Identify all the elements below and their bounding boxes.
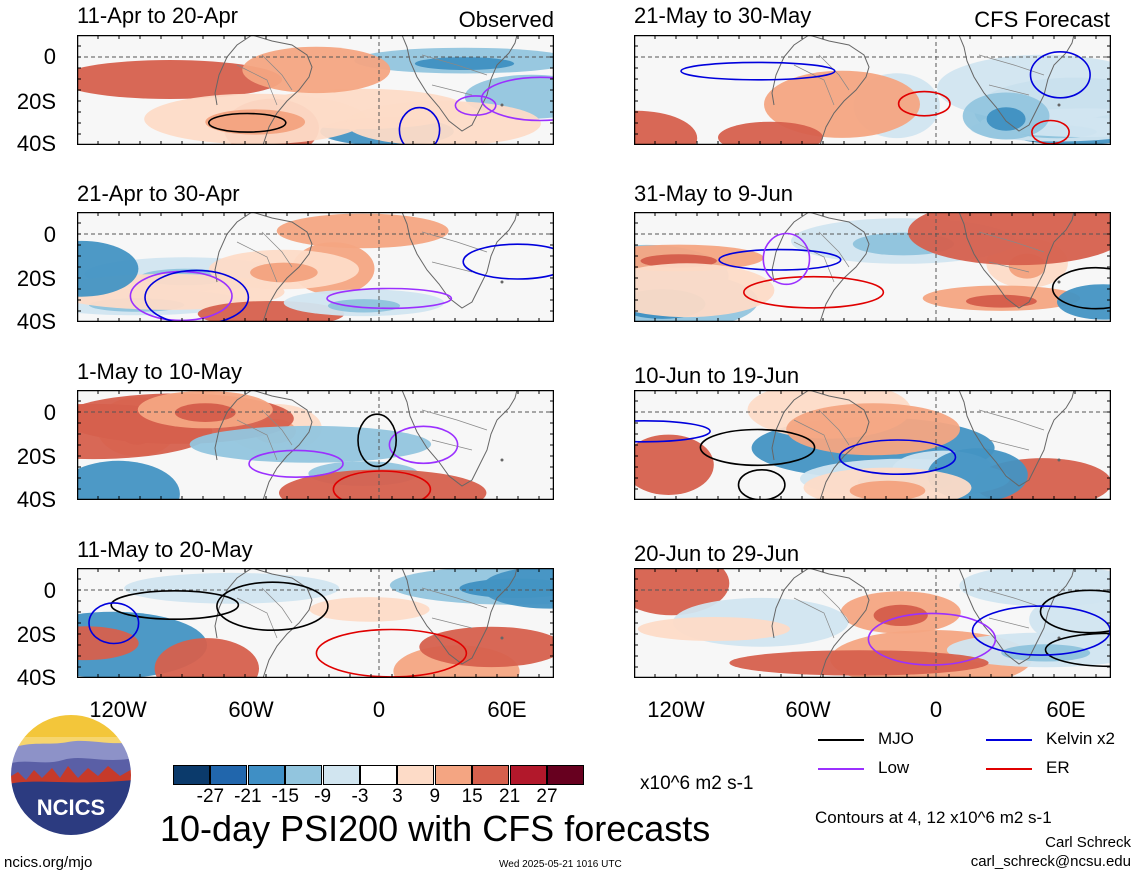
- colorbar-swatch: [173, 765, 210, 785]
- ncics-logo: NCICS: [9, 713, 133, 837]
- map-panel-left-3: [77, 390, 554, 500]
- colorbar-tick-label: 9: [429, 786, 441, 807]
- map-panel-left-4: [77, 568, 554, 678]
- legend-kelvin-line: [986, 739, 1032, 741]
- colorbar-tick-label: -21: [234, 786, 262, 807]
- website-link[interactable]: ncics.org/mjo: [4, 854, 93, 871]
- panel-title-right-1: 21-May to 30-May: [634, 3, 812, 28]
- colorbar-tick-label: 15: [461, 786, 483, 807]
- colorbar-swatch: [397, 765, 435, 785]
- map-panel-right-1: [634, 35, 1111, 145]
- logo-text: NCICS: [37, 795, 105, 820]
- panel-title-left-4: 11-May to 20-May: [77, 537, 253, 562]
- colorbar-swatch: [247, 765, 285, 785]
- cfs-forecast-label: CFS Forecast: [974, 7, 1110, 32]
- panel-title-left-1: 11-Apr to 20-Apr: [77, 3, 239, 28]
- panel-title-right-3: 10-Jun to 19-Jun: [634, 363, 800, 388]
- colorbar-units: x10^6 m2 s-1: [640, 773, 754, 794]
- panel-title-left-2: 21-Apr to 30-Apr: [77, 181, 240, 206]
- colorbar-tick-label: 3: [392, 786, 403, 807]
- panel-title-left-3: 1-May to 10-May: [77, 359, 243, 384]
- legend-low-label: Low: [878, 758, 910, 777]
- timestamp: Wed 2025-05-21 1016 UTC: [499, 859, 622, 870]
- colorbar-swatch: [472, 765, 510, 785]
- colorbar-tick-label: 21: [499, 786, 521, 807]
- colorbar-tick-label: -15: [271, 786, 299, 807]
- footer-title: 10-day PSI200 with CFS forecasts: [160, 808, 711, 849]
- legend-kelvin-label: Kelvin x2: [1046, 729, 1115, 748]
- author-email[interactable]: carl_schreck@ncsu.edu: [970, 853, 1131, 870]
- author: Carl Schreck: [1045, 834, 1131, 851]
- map-panel-right-2: [634, 212, 1111, 322]
- colorbar-tick-label: -9: [314, 786, 332, 807]
- map-panel-right-4: [634, 568, 1111, 678]
- map-panel-left-1: [77, 35, 554, 145]
- colorbar-tick-label: 27: [536, 786, 558, 807]
- legend-low-line: [818, 768, 864, 770]
- colorbar-swatch: [210, 765, 248, 785]
- colorbar-swatch: [547, 765, 584, 785]
- legend-er-line: [986, 768, 1032, 770]
- panel-title-right-2: 31-May to 9-Jun: [634, 181, 793, 206]
- panel-title-right-4: 20-Jun to 29-Jun: [634, 541, 800, 566]
- map-panel-left-2: [77, 212, 554, 322]
- colorbar-swatch: [509, 765, 547, 785]
- legend-mjo-line: [818, 739, 864, 741]
- colorbar-swatch: [434, 765, 472, 785]
- observed-label: Observed: [458, 7, 554, 32]
- map-panel-right-3: [634, 390, 1111, 500]
- colorbar-tick-label: -27: [196, 786, 225, 807]
- colorbar-swatch: [322, 765, 360, 785]
- contours-note: Contours at 4, 12 x10^6 m2 s-1: [815, 808, 1052, 827]
- colorbar-swatch: [360, 765, 397, 785]
- legend-er-label: ER: [1046, 758, 1070, 777]
- colorbar-tick-label: -3: [351, 786, 369, 807]
- colorbar-swatch: [285, 765, 323, 785]
- legend-mjo-label: MJO: [878, 729, 914, 748]
